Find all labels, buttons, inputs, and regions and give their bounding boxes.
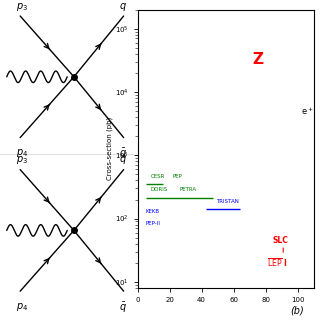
Text: Z: Z xyxy=(252,52,263,67)
Text: $q$: $q$ xyxy=(118,1,126,13)
Text: e$^+$: e$^+$ xyxy=(301,105,314,117)
Text: $p_3$: $p_3$ xyxy=(16,1,28,13)
Text: PETRA: PETRA xyxy=(179,187,196,192)
Text: $\bar{q}$: $\bar{q}$ xyxy=(118,301,126,315)
Text: (b): (b) xyxy=(291,306,304,316)
Text: TRISTAN: TRISTAN xyxy=(216,199,239,204)
Text: $p_3$: $p_3$ xyxy=(16,155,28,166)
Y-axis label: Cross-section (pb): Cross-section (pb) xyxy=(107,117,113,180)
Text: DORIS: DORIS xyxy=(150,187,168,192)
Text: $\bar{q}$: $\bar{q}$ xyxy=(118,147,126,161)
Text: PEP: PEP xyxy=(173,174,183,179)
Text: $p_4$: $p_4$ xyxy=(16,301,28,313)
Text: $p_4$: $p_4$ xyxy=(16,147,28,159)
Text: PEP-II: PEP-II xyxy=(146,221,161,227)
Text: KEKB: KEKB xyxy=(146,209,160,213)
Text: $\overline{\mathrm{LEP}}$ I: $\overline{\mathrm{LEP}}$ I xyxy=(267,256,287,269)
Text: $q$: $q$ xyxy=(118,155,126,166)
Text: CESR: CESR xyxy=(150,174,165,179)
Text: SLC: SLC xyxy=(272,236,288,245)
